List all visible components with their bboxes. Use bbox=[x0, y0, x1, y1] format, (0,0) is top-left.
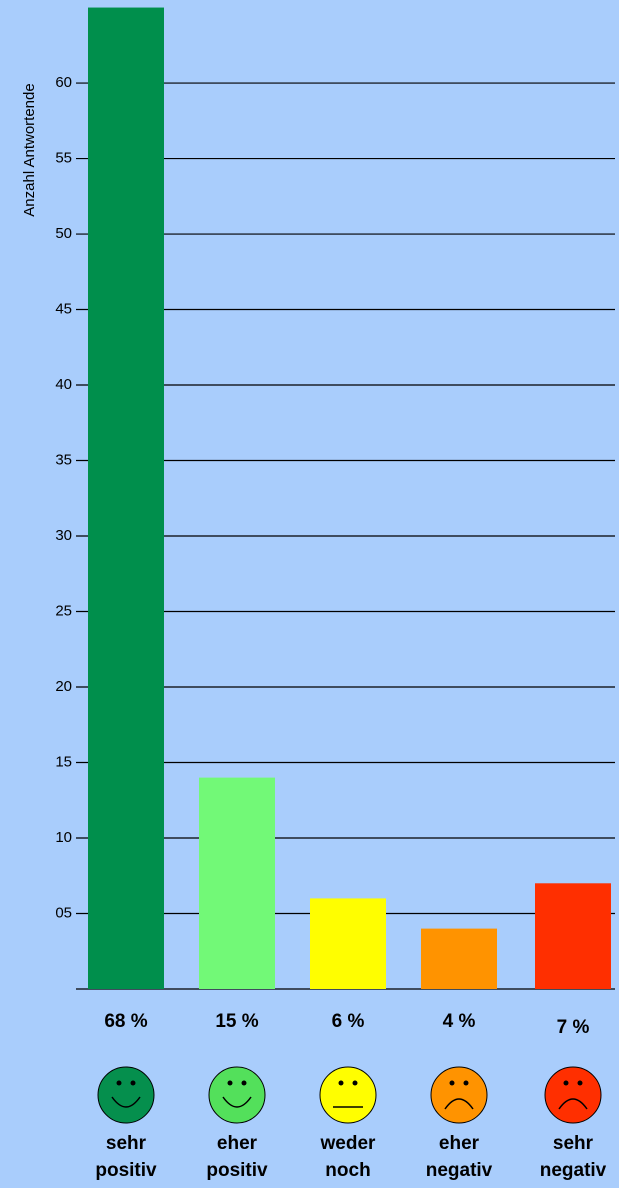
category-label: weder noch bbox=[320, 1133, 376, 1181]
y-tick-label: 15 bbox=[55, 753, 72, 770]
y-tick-label: 25 bbox=[55, 602, 72, 619]
smiley-mouth bbox=[111, 1096, 141, 1108]
smiley-face bbox=[208, 1066, 266, 1124]
bar bbox=[310, 898, 386, 989]
smiley-face bbox=[97, 1066, 155, 1124]
category-label: sehr positiv bbox=[95, 1133, 157, 1181]
percent-label: 6 % bbox=[332, 1011, 365, 1032]
y-tick-label: 05 bbox=[55, 904, 72, 921]
y-tick-label: 50 bbox=[55, 225, 72, 242]
smiley-eye bbox=[116, 1080, 122, 1086]
smiley-mouth bbox=[558, 1098, 588, 1110]
smiley-eye bbox=[227, 1080, 233, 1086]
category-label: eher negativ bbox=[425, 1133, 493, 1181]
category-label: sehr negativ bbox=[539, 1133, 607, 1181]
y-tick-label: 45 bbox=[55, 301, 72, 318]
bar bbox=[535, 883, 611, 989]
smiley-face bbox=[430, 1066, 488, 1124]
bar bbox=[199, 777, 275, 989]
bar bbox=[421, 928, 497, 989]
y-tick-label: 60 bbox=[55, 74, 72, 91]
smiley-eye bbox=[352, 1080, 358, 1086]
y-tick-label: 35 bbox=[55, 451, 72, 468]
smiley-eye bbox=[449, 1080, 455, 1086]
y-tick-label: 55 bbox=[55, 150, 72, 167]
y-tick-label: 40 bbox=[55, 376, 72, 393]
category-label: eher positiv bbox=[206, 1133, 268, 1181]
smiley-mouth bbox=[444, 1098, 474, 1110]
bar bbox=[88, 7, 164, 989]
percent-label: 4 % bbox=[443, 1011, 476, 1032]
smiley-eye bbox=[577, 1080, 583, 1086]
percent-label: 7 % bbox=[557, 1017, 590, 1038]
smiley-eye bbox=[338, 1080, 344, 1086]
percent-label: 68 % bbox=[104, 1011, 147, 1032]
smiley-mouth bbox=[222, 1096, 252, 1108]
y-tick-label: 10 bbox=[55, 829, 72, 846]
smiley-eye bbox=[241, 1080, 247, 1086]
y-tick-label: 20 bbox=[55, 678, 72, 695]
smiley-eye bbox=[463, 1080, 469, 1086]
y-axis-label: Anzahl Antwortende bbox=[21, 83, 38, 216]
percent-label: 15 % bbox=[215, 1011, 258, 1032]
smiley-face bbox=[319, 1066, 377, 1124]
smiley-face bbox=[544, 1066, 602, 1124]
smiley-eye bbox=[130, 1080, 136, 1086]
smiley-eye bbox=[563, 1080, 569, 1086]
y-tick-label: 30 bbox=[55, 527, 72, 544]
